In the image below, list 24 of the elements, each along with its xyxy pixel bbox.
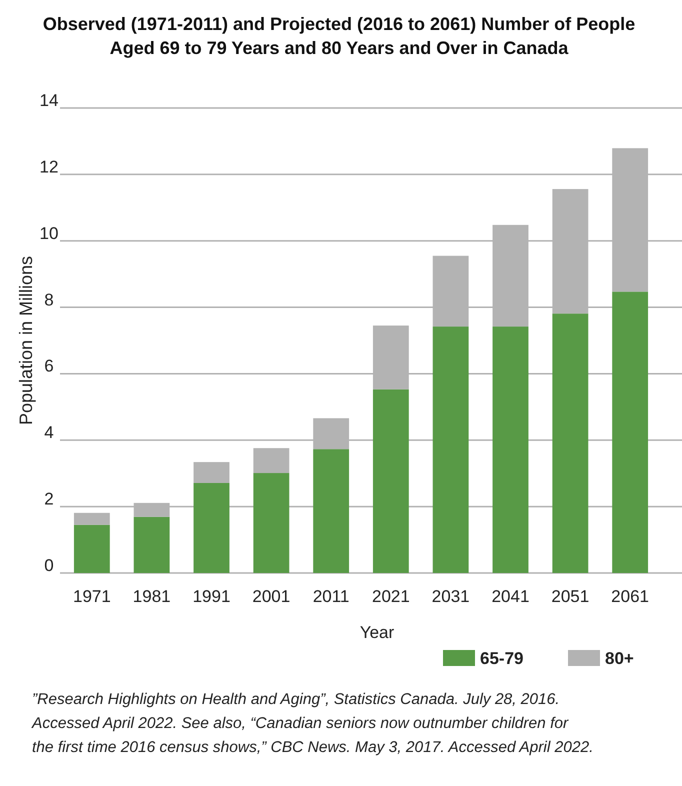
x-tick-label: 2041 (492, 587, 530, 606)
y-tick-label: 2 (44, 490, 54, 509)
x-tick-label: 1991 (192, 587, 230, 606)
x-tick-label: 1981 (132, 587, 171, 606)
x-tick-label: 2001 (252, 587, 290, 606)
chart-title: Observed (1971-2011) and Projected (2016 to 2061) Number of People Aged 69 to 79 Years and 80 Years and Over in Canada (42, 14, 636, 58)
y-tick-label: 6 (44, 356, 54, 376)
y-tick-label: 10 (40, 224, 58, 243)
text: ”Research Highlights on Health and Aging”, Statistics Canada. July 28, 2016. Accessed April 2022. See also, “Canadian seniors now outnumber children for the first time 2016 census shows,” CBC News. May 3, 2017. Accessed April 2022. (31, 691, 594, 756)
x-tick-label: 2031 (432, 587, 470, 606)
y-axis-title: Population in Millions (16, 256, 36, 426)
x-tick-label: 2011 (312, 587, 350, 606)
y-tick-label: 0 (44, 556, 54, 575)
legend-label: 80+ (605, 649, 634, 668)
y-tick-label: 8 (44, 290, 54, 310)
x-tick-label: 1971 (72, 587, 111, 606)
x-tick-label: 2051 (551, 587, 590, 606)
x-tick-label: 2061 (611, 587, 650, 606)
x-tick-label: 2021 (372, 587, 410, 606)
y-tick-label: 12 (40, 157, 58, 176)
y-tick-label: 14 (40, 91, 58, 110)
legend-label: 65-79 (480, 649, 524, 668)
y-tick-label: 4 (44, 423, 54, 442)
x-axis-title: Year (360, 623, 395, 642)
